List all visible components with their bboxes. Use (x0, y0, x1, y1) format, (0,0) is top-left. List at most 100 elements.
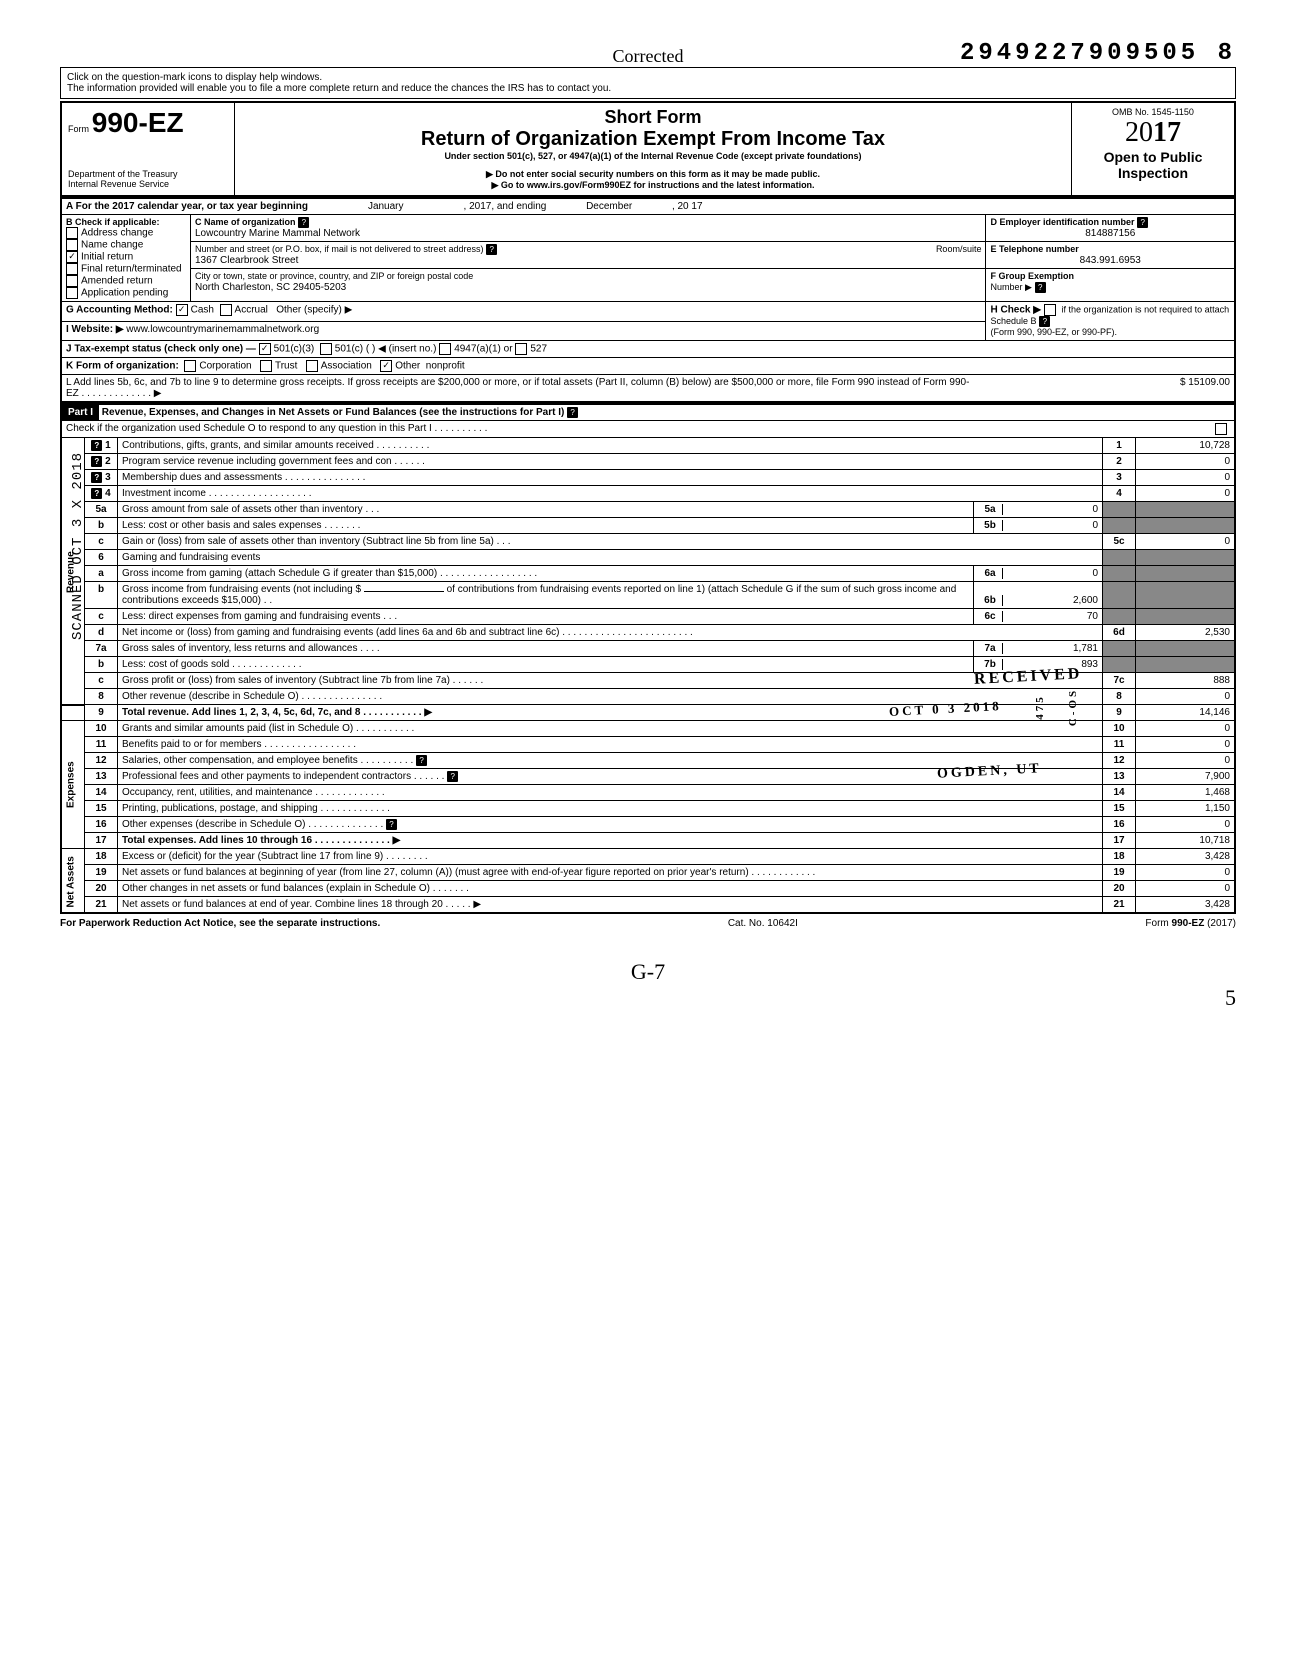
footer-left: For Paperwork Reduction Act Notice, see … (60, 918, 380, 929)
schedule-o-checkbox[interactable] (1215, 423, 1227, 435)
accrual-label: Accrual (235, 305, 268, 316)
optb-1[interactable]: Name change (66, 239, 186, 251)
row-amt: 0 (1136, 721, 1236, 737)
open-to-public: Open to Public Inspection (1078, 149, 1228, 181)
row-box: 5c (1103, 534, 1136, 550)
optb-3[interactable]: Final return/terminated (66, 263, 186, 275)
row-num: 11 (85, 737, 118, 753)
optb-2[interactable]: ✓Initial return (66, 251, 186, 263)
tip-box: Click on the question-mark icons to disp… (60, 67, 1236, 99)
row-text: Total expenses. Add lines 10 through 16 … (122, 835, 400, 846)
city-label: City or town, state or province, country… (195, 271, 473, 281)
city-value: North Charleston, SC 29405-5203 (195, 282, 346, 293)
received-stamp-475: 475 (1033, 694, 1045, 720)
help-icon[interactable]: ? (91, 472, 102, 483)
row-num: b (85, 582, 118, 609)
row-num: 2 (105, 456, 111, 467)
sub-box: 5b (978, 520, 1003, 531)
accrual-checkbox[interactable] (220, 304, 232, 316)
row-amt: 0 (1136, 454, 1236, 470)
trust-label: Trust (275, 361, 297, 372)
row-box: 18 (1103, 849, 1136, 865)
help-icon[interactable]: ? (416, 755, 427, 766)
row-amt: 0 (1136, 881, 1236, 897)
handwritten-corrected: Corrected (613, 46, 684, 67)
501c-label: 501(c) ( (335, 344, 369, 355)
line-a-begin: January (311, 201, 461, 212)
row-text: Other changes in net assets or fund bala… (118, 881, 1103, 897)
line-h-label: H Check ▶ (990, 305, 1040, 316)
help-icon[interactable]: ? (91, 488, 102, 499)
help-icon[interactable]: ? (91, 440, 102, 451)
row-num: 9 (85, 705, 118, 721)
shaded-cell (1103, 502, 1136, 518)
sub-box: 5a (978, 504, 1003, 515)
omb-number: OMB No. 1545-1150 (1078, 107, 1228, 117)
sub-amt: 0 (1092, 504, 1098, 515)
phone-value: 843.991.6953 (990, 255, 1230, 266)
line-a-endmonth: December (549, 201, 669, 212)
help-icon[interactable]: ? (1035, 282, 1046, 293)
line-k-label: K Form of organization: (66, 361, 179, 372)
corp-checkbox[interactable] (184, 360, 196, 372)
line-a-prefix: A For the 2017 calendar year, or tax yea… (66, 201, 308, 212)
h-checkbox[interactable] (1044, 304, 1056, 316)
row-num: 4 (105, 488, 111, 499)
row-num: 8 (85, 689, 118, 705)
optb-4[interactable]: Amended return (66, 275, 186, 287)
ein-value: 814887156 (990, 228, 1230, 239)
row-num: 6 (85, 550, 118, 566)
tip-line2: The information provided will enable you… (67, 83, 1229, 94)
row-text: Gross profit or (loss) from sales of inv… (122, 675, 483, 686)
row-amt: 0 (1136, 737, 1236, 753)
assoc-checkbox[interactable] (306, 360, 318, 372)
row-box: 16 (1103, 817, 1136, 833)
help-icon[interactable]: ? (567, 407, 578, 418)
document-locator-number: 2949227909505 8 (683, 40, 1236, 67)
footer: For Paperwork Reduction Act Notice, see … (60, 918, 1236, 929)
501c3-checkbox[interactable]: ✓ (259, 343, 271, 355)
527-checkbox[interactable] (515, 343, 527, 355)
help-icon[interactable]: ? (298, 217, 309, 228)
row-text: Benefits paid to or for members . . . . … (118, 737, 1103, 753)
help-icon[interactable]: ? (447, 771, 458, 782)
other-org-value: nonprofit (426, 361, 465, 372)
sub-amt: 1,781 (1073, 643, 1098, 654)
row-amt: 1,468 (1136, 785, 1236, 801)
optb-0[interactable]: Address change (66, 227, 186, 239)
shaded-cell (1103, 641, 1136, 657)
help-icon[interactable]: ? (1039, 316, 1050, 327)
row-num: a (85, 566, 118, 582)
help-icon[interactable]: ? (486, 244, 497, 255)
row-box: 10 (1103, 721, 1136, 737)
line-g-label: G Accounting Method: (66, 305, 173, 316)
row-text: Other expenses (describe in Schedule O) … (122, 819, 383, 830)
other-org-checkbox[interactable]: ✓ (380, 360, 392, 372)
501c-checkbox[interactable] (320, 343, 332, 355)
line-a-endyr: 17 (691, 201, 702, 212)
help-icon[interactable]: ? (1137, 217, 1148, 228)
4947-checkbox[interactable] (439, 343, 451, 355)
row-box: 3 (1103, 470, 1136, 486)
help-icon[interactable]: ? (386, 819, 397, 830)
room-label: Room/suite (936, 244, 982, 254)
bullet-goto: ▶ Go to www.irs.gov/Form990EZ for instru… (241, 180, 1065, 191)
line-h-sub: (Form 990, 990-EZ, or 990-PF). (990, 327, 1117, 337)
row-text: Net assets or fund balances at end of ye… (118, 897, 1103, 914)
trust-checkbox[interactable] (260, 360, 272, 372)
row-num: b (85, 518, 118, 534)
row-text: Less: cost of goods sold . . . . . . . .… (118, 657, 974, 673)
bullet-ssn: ▶ Do not enter social security numbers o… (241, 169, 1065, 180)
row-num: 15 (85, 801, 118, 817)
row-box: 2 (1103, 454, 1136, 470)
row-amt: 0 (1136, 486, 1236, 502)
row-num: c (85, 534, 118, 550)
row-box: 20 (1103, 881, 1136, 897)
optb-5[interactable]: Application pending (66, 287, 186, 299)
row-box: 4 (1103, 486, 1136, 502)
help-icon[interactable]: ? (91, 456, 102, 467)
cash-checkbox[interactable]: ✓ (176, 304, 188, 316)
row-text: Gain or (loss) from sale of assets other… (118, 534, 1103, 550)
assoc-label: Association (321, 361, 372, 372)
row-box: 12 (1103, 753, 1136, 769)
